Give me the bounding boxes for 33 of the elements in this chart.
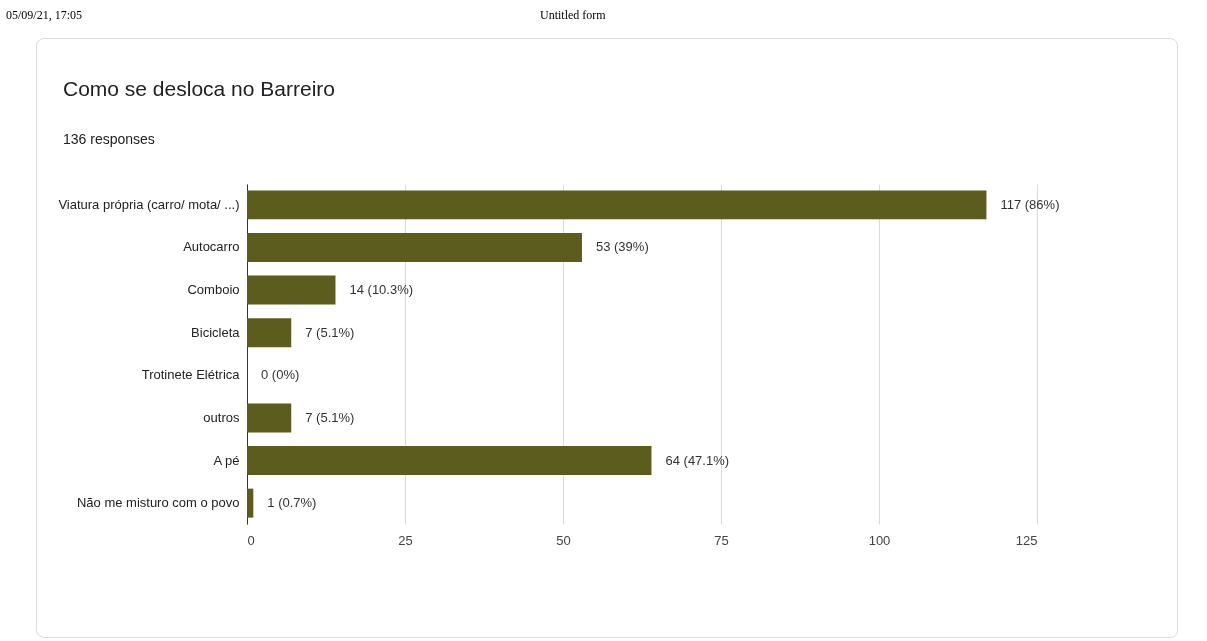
bar xyxy=(247,488,254,518)
x-tick-label: 25 xyxy=(398,532,413,548)
bar xyxy=(247,190,987,220)
bar xyxy=(247,403,292,433)
y-tick-label: Viatura própria (carro/ mota/ ...) xyxy=(58,196,240,212)
y-tick-label: A pé xyxy=(213,452,240,468)
bar xyxy=(247,275,336,305)
x-tick-label: 75 xyxy=(714,532,729,548)
y-tick-label: Não me misturo com o povo xyxy=(76,495,240,511)
chart-title: Como se desloca no Barreiro xyxy=(63,77,335,101)
text: Untitled form xyxy=(540,8,606,23)
bar xyxy=(247,446,652,475)
y-tick-label: Comboio xyxy=(187,282,240,298)
x-tick-label: 0 xyxy=(247,532,255,548)
y-tick-label: Autocarro xyxy=(183,239,240,255)
data-label: 7 (5.1%) xyxy=(305,324,355,340)
data-label: 53 (39%) xyxy=(595,239,649,255)
data-label: 7 (5.1%) xyxy=(305,409,355,425)
data-label: 64 (47.1%) xyxy=(665,452,730,468)
text: 05/09/21, 17:05 xyxy=(6,8,83,23)
data-label: 117 (86%) xyxy=(1000,196,1060,212)
text: 136 responses xyxy=(63,131,155,147)
x-tick-label: 125 xyxy=(1015,532,1038,548)
data-label: 1 (0.7%) xyxy=(267,495,317,511)
bar xyxy=(247,233,582,262)
y-tick-label: Trotinete Elétrica xyxy=(141,367,241,383)
bar xyxy=(247,318,292,348)
x-tick-label: 50 xyxy=(556,532,571,548)
y-tick-label: outros xyxy=(203,409,240,425)
x-tick-label: 100 xyxy=(868,532,891,548)
y-tick-label: Bicicleta xyxy=(191,324,241,340)
data-label: 0 (0%) xyxy=(261,367,300,383)
data-label: 14 (10.3%) xyxy=(349,282,414,298)
